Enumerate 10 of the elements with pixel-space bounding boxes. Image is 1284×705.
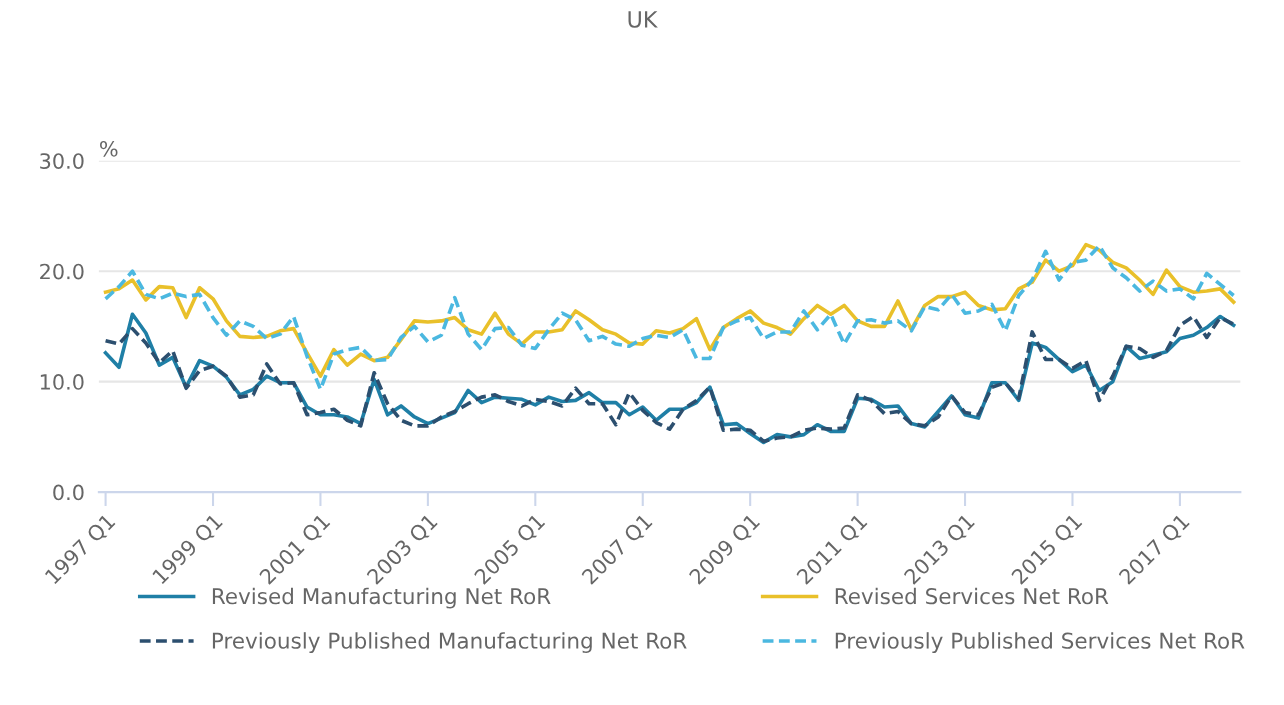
y-tick-label: 20.0 [40,263,84,280]
legend-label: Revised Manufacturing Net RoR [212,587,551,609]
y-tick-label: 10.0 [40,374,84,390]
legend-label: Previously Published Manufacturing Net RoR [212,632,687,654]
y-axis-title: % [100,140,118,157]
y-tick-label: 0.0 [53,484,84,501]
legend-label: Revised Services Net RoR [835,587,1109,605]
legend-label: Previously Published Services Net RoR [835,632,1245,654]
chart-title: UK [628,11,658,28]
y-tick-label: 30.0 [40,153,84,169]
